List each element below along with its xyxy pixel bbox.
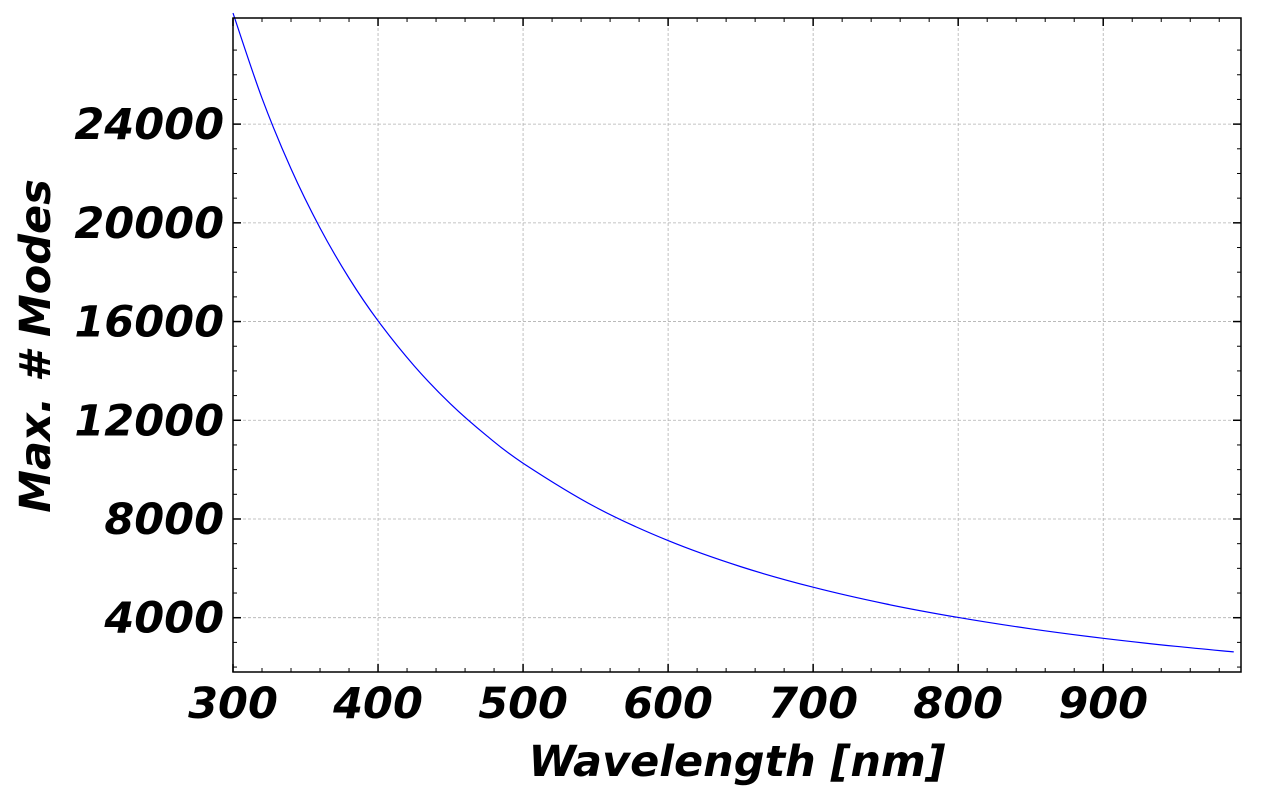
x-tick-label: 500 [478, 679, 568, 729]
x-axis-label: Wavelength [nm] [529, 737, 946, 787]
y-tick-label: 16000 [74, 298, 224, 348]
y-tick-label: 20000 [74, 199, 224, 249]
plot-frame [232, 17, 1242, 673]
plot-background [233, 18, 1241, 672]
x-tick-labels: 300 400 500 600 700 800 900 [188, 679, 1148, 729]
series-line-0 [232, 12, 1234, 653]
y-tick-label: 8000 [104, 495, 224, 545]
y-tick-label: 4000 [103, 594, 224, 644]
x-tick-label: 900 [1058, 679, 1148, 729]
x-tick-label: 600 [623, 679, 713, 729]
major-ticks [232, 18, 1241, 672]
x-tick-label: 400 [332, 679, 423, 729]
y-tick-label: 24000 [74, 100, 224, 150]
y-tick-label: 12000 [74, 396, 224, 446]
y-tick-labels: 4000 8000 12000 16000 20000 24000 [74, 100, 224, 644]
x-tick-label: 300 [188, 679, 278, 729]
series-layer [232, 12, 1234, 653]
y-axis-label: Max. # Modes [11, 179, 61, 513]
x-tick-label: 800 [913, 679, 1003, 729]
x-tick-label: 700 [768, 679, 858, 729]
grid [232, 18, 1241, 672]
